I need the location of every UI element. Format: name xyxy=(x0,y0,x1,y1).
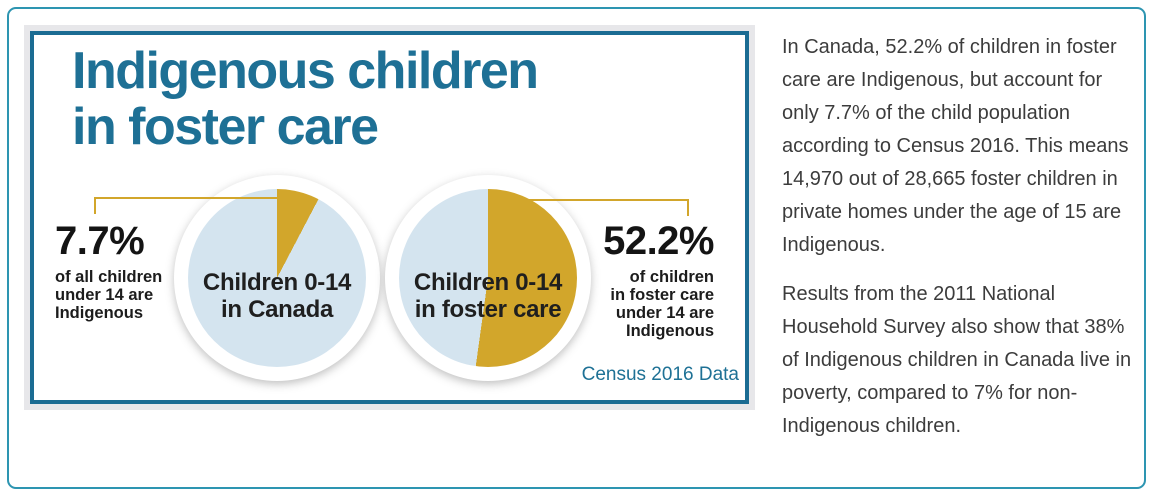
right-callout-tick xyxy=(687,199,689,216)
infographic-title-line1: Indigenous children xyxy=(72,42,539,100)
pie-foster-label: Children 0-14 in foster care xyxy=(378,269,598,323)
data-source-label: Census 2016 Data xyxy=(581,364,739,385)
right-stat-line1: of children xyxy=(629,268,714,286)
article-paragraph-1: In Canada, 52.2% of children in foster c… xyxy=(782,36,1129,256)
left-stat-line2: under 14 are xyxy=(55,286,154,304)
right-stat-line3: under 14 are xyxy=(615,304,714,322)
content-card: Indigenous children in foster care 7.7% … xyxy=(7,7,1146,489)
pie-canada-ring xyxy=(174,175,380,381)
pie-canada-label: Children 0-14 in Canada xyxy=(167,269,387,323)
article-text: In Canada, 52.2% of children in foster c… xyxy=(782,31,1134,443)
pie-foster-care xyxy=(399,189,577,367)
article-paragraph-2: Results from the 2011 National Household… xyxy=(782,283,1132,437)
left-stat-value: 7.7% xyxy=(55,219,145,263)
infographic-panel: Indigenous children in foster care 7.7% … xyxy=(24,25,755,410)
pie-foster-ring xyxy=(385,175,591,381)
infographic-title: Indigenous children in foster care xyxy=(72,42,539,156)
infographic-title-line2: in foster care xyxy=(72,98,379,156)
left-stat-line3: Indigenous xyxy=(55,304,143,322)
left-stat-block: 7.7% of all children under 14 are Indige… xyxy=(55,221,225,322)
right-stat-line4: Indigenous xyxy=(626,322,714,340)
left-callout-line xyxy=(94,197,281,199)
pie-canada xyxy=(188,189,366,367)
infographic-inner-frame xyxy=(30,31,749,404)
pie-foster-label-line2: in foster care xyxy=(414,296,562,323)
right-callout-line xyxy=(502,199,689,201)
right-stat-value: 52.2% xyxy=(603,219,714,263)
right-stat-block: 52.2% of children in foster care under 1… xyxy=(544,221,714,340)
pie-foster-label-line1: Children 0-14 xyxy=(413,269,563,296)
pie-canada-label-line2: in Canada xyxy=(221,296,333,323)
pie-canada-label-line1: Children 0-14 xyxy=(202,269,352,296)
right-stat-line2: in foster care xyxy=(610,286,714,304)
left-callout-tick xyxy=(94,197,96,214)
left-stat-line1: of all children xyxy=(55,268,163,286)
